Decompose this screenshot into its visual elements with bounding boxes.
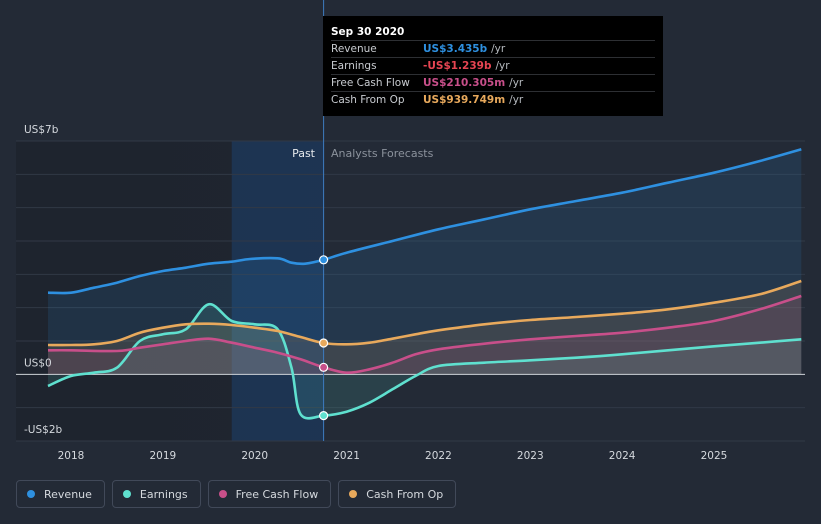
- tooltip-value: US$3.435b: [423, 43, 488, 55]
- tooltip-unit: /yr: [495, 60, 510, 72]
- y-tick-label: US$0: [24, 357, 52, 369]
- legend-label: Free Cash Flow: [235, 487, 319, 501]
- tooltip-unit: /yr: [509, 77, 524, 89]
- x-tick-label: 2024: [609, 450, 636, 462]
- y-tick-label: -US$2b: [24, 424, 63, 436]
- x-tick-label: 2020: [241, 450, 268, 462]
- legend-label: Revenue: [44, 487, 92, 501]
- past-label: Past: [292, 147, 316, 160]
- tooltip-value: -US$1.239b: [423, 60, 492, 72]
- tooltip-date: Sep 30 2020: [331, 26, 405, 38]
- marker-free-cash-flow: [319, 362, 329, 372]
- legend-item-free-cash-flow[interactable]: Free Cash Flow: [207, 480, 332, 508]
- forecast-label: Analysts Forecasts: [331, 147, 434, 160]
- legend-label: Earnings: [139, 487, 188, 501]
- tooltip-row-cash-from-op: Cash From Op US$939.749m /yr: [331, 91, 655, 108]
- legend-dot-icon: [27, 490, 35, 498]
- tooltip-row-free-cash-flow: Free Cash Flow US$210.305m /yr: [331, 74, 655, 91]
- line-free-cash-flow: [47, 294, 802, 375]
- x-tick-label: 2019: [149, 450, 176, 462]
- marker-cash-from-op: [319, 338, 329, 348]
- tooltip-row-earnings: Earnings -US$1.239b /yr: [331, 57, 655, 74]
- tooltip-value: US$939.749m: [423, 94, 506, 106]
- tooltip-unit: /yr: [509, 94, 524, 106]
- tooltip-row-revenue: Revenue US$3.435b /yr: [331, 40, 655, 57]
- selected-period-highlight: [231, 141, 324, 441]
- legend-dot-icon: [218, 490, 227, 498]
- tooltip-unit: /yr: [491, 43, 506, 55]
- legend-item-earnings[interactable]: Earnings: [111, 480, 201, 508]
- y-tick-label: US$7b: [24, 124, 59, 136]
- tooltip-label: Revenue: [331, 43, 377, 55]
- x-axis-labels: 2018 2019 2020 2021 2022 2023 2024 2025: [58, 450, 728, 462]
- tooltip-label: Free Cash Flow: [331, 77, 410, 89]
- tooltip-label: Earnings: [331, 60, 377, 72]
- legend-item-cash-from-op[interactable]: Cash From Op: [338, 480, 457, 508]
- x-tick-label: 2021: [333, 450, 360, 462]
- area-earnings: [48, 304, 802, 419]
- series-markers: [319, 255, 329, 421]
- tooltip-label: Cash From Op: [331, 94, 405, 106]
- legend-dot-icon: [349, 490, 358, 498]
- marker-revenue: [319, 255, 329, 265]
- legend-item-revenue[interactable]: Revenue: [16, 480, 105, 508]
- y-axis-labels: US$7b US$0 -US$2b: [24, 124, 63, 436]
- line-revenue: [47, 148, 802, 295]
- x-tick-label: 2018: [58, 450, 85, 462]
- legend-label: Cash From Op: [366, 487, 444, 501]
- marker-earnings: [319, 411, 329, 421]
- data-tooltip: Sep 30 2020 Revenue US$3.435b /yr Earnin…: [323, 16, 663, 116]
- line-cash-from-op: [47, 279, 802, 347]
- area-revenue: [48, 149, 802, 375]
- x-tick-label: 2023: [517, 450, 544, 462]
- legend-dot-icon: [122, 490, 131, 498]
- x-tick-label: 2022: [425, 450, 452, 462]
- x-tick-label: 2025: [701, 450, 728, 462]
- tooltip-value: US$210.305m: [423, 77, 506, 89]
- chart-legend: Revenue Earnings Free Cash Flow Cash Fro…: [16, 480, 457, 508]
- area-cash-from-op: [48, 281, 802, 375]
